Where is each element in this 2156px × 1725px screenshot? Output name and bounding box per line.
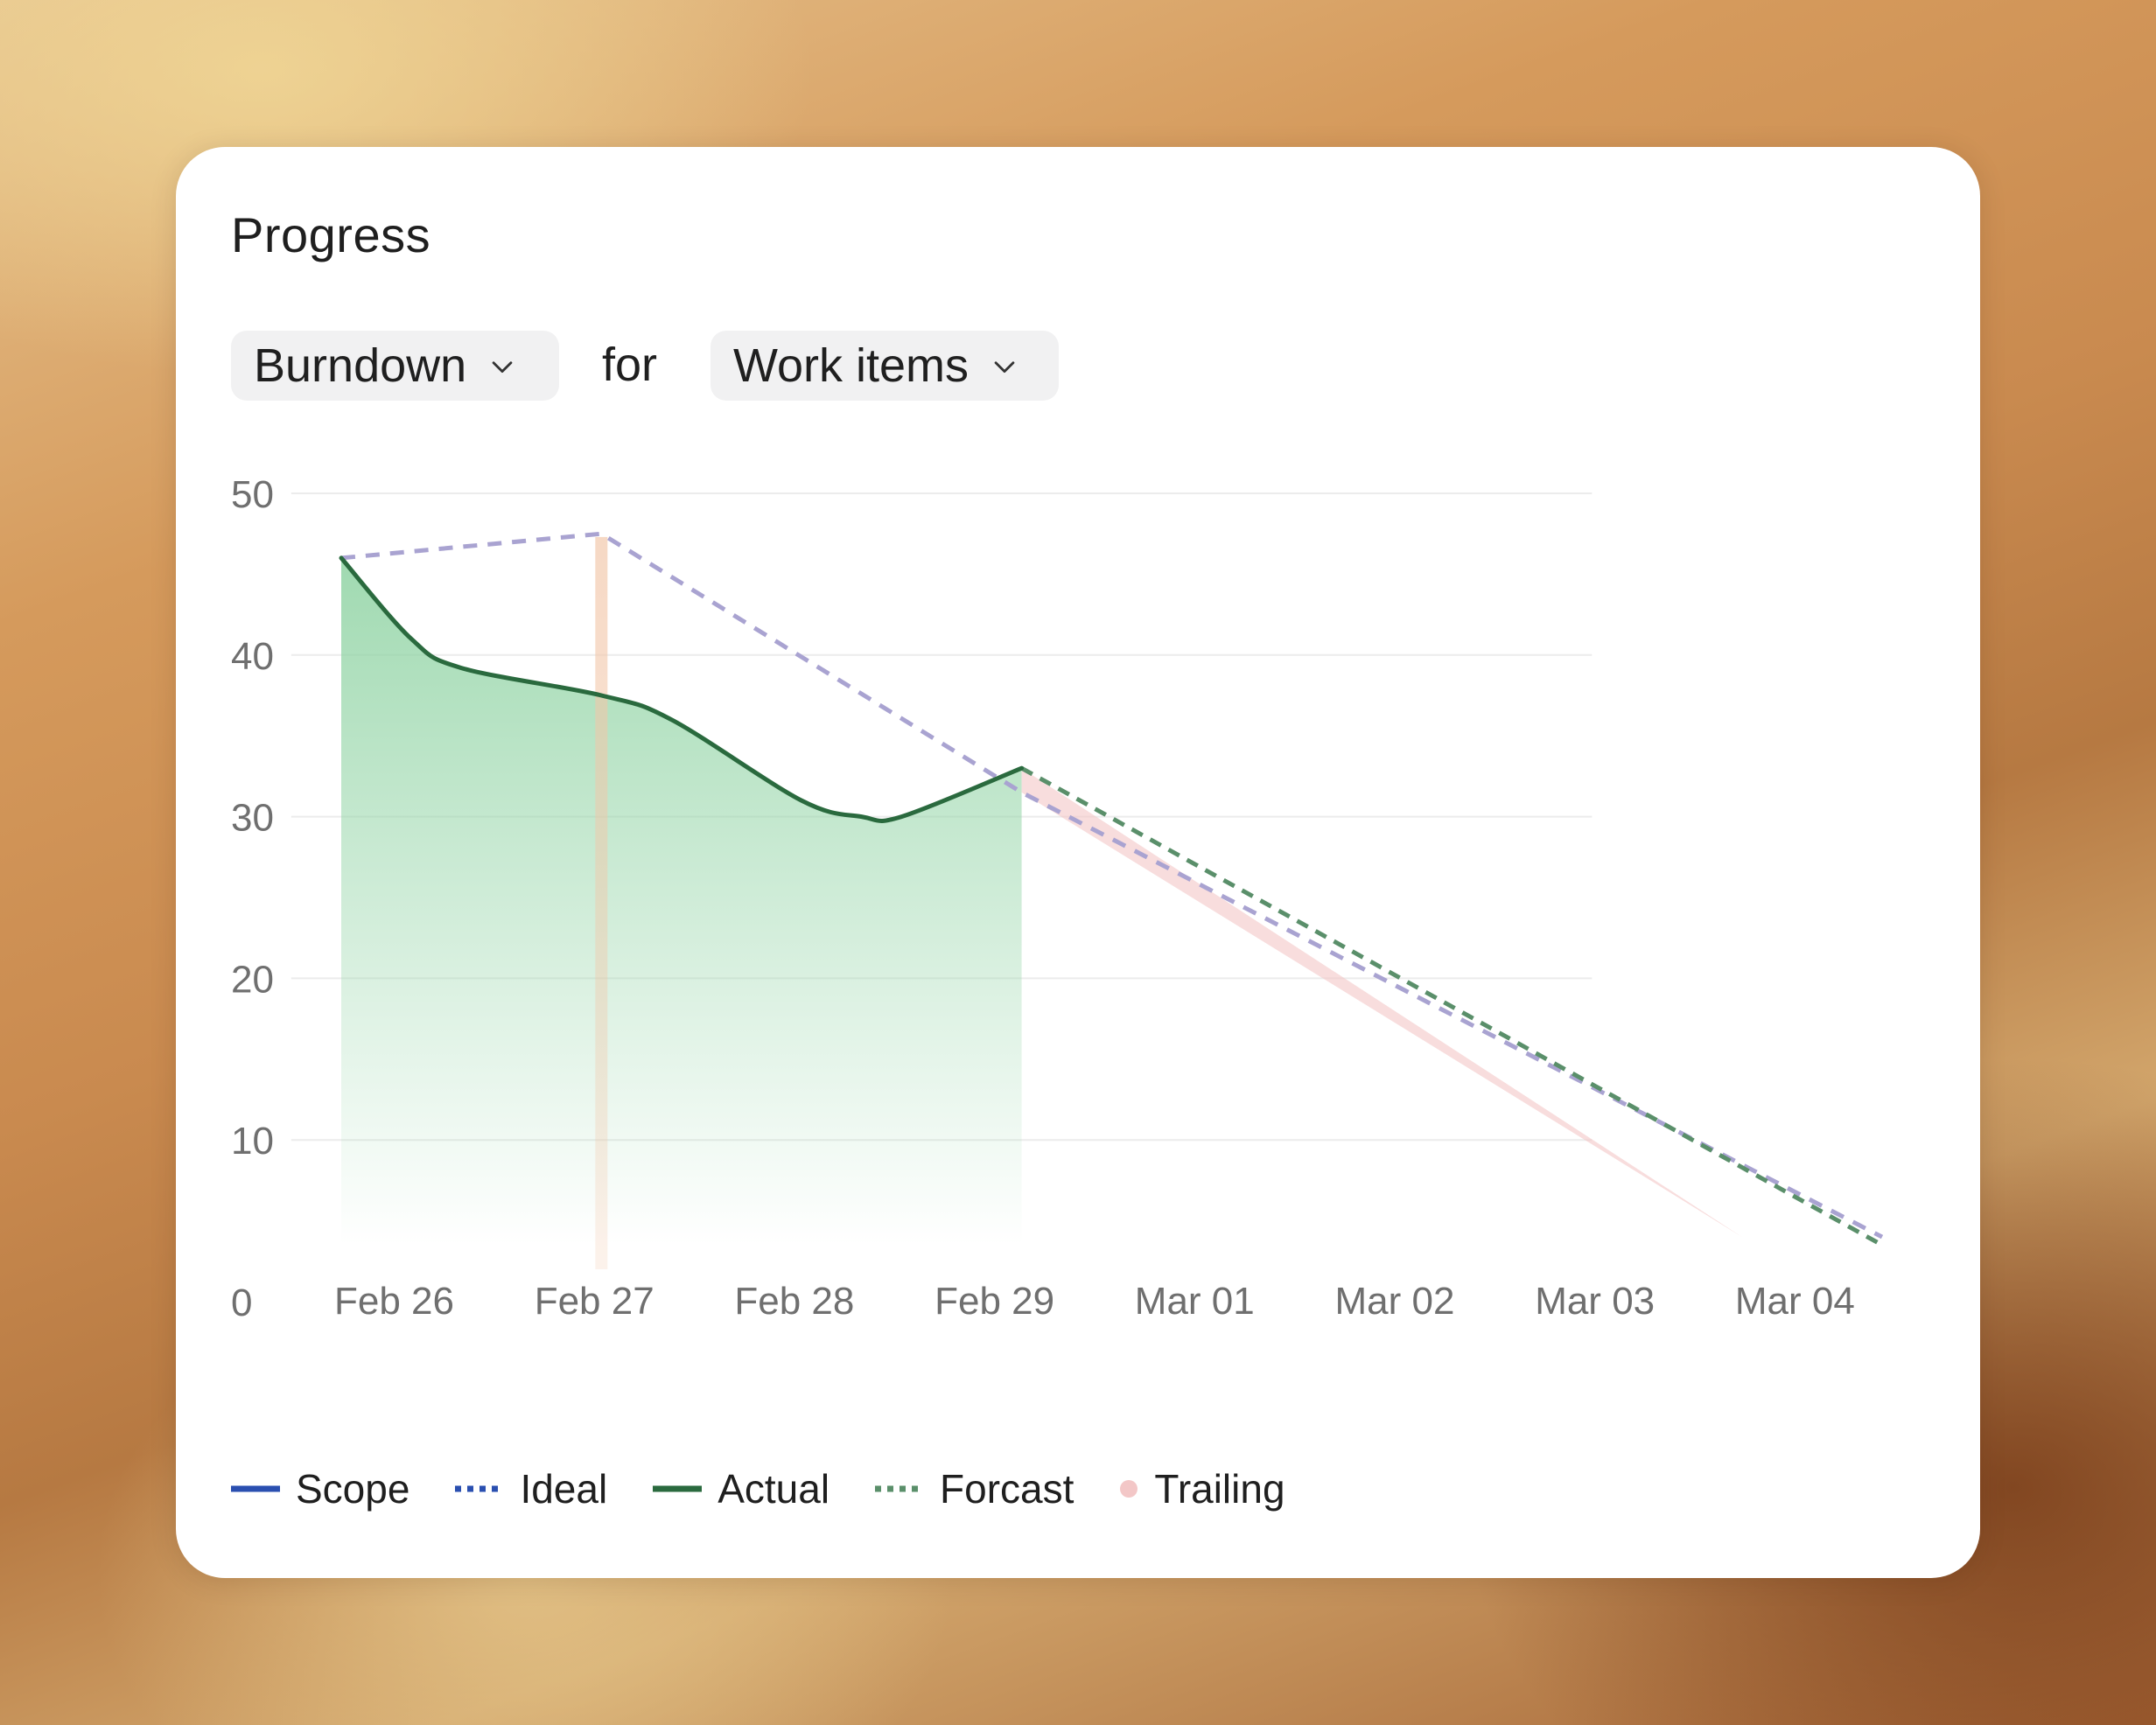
actual-line <box>339 555 1025 823</box>
ideal-line <box>340 531 1884 1240</box>
y-tick-label: 30 <box>231 797 274 840</box>
legend-swatch <box>1120 1480 1138 1498</box>
forecast-line <box>1020 765 1884 1247</box>
legend-item-actual: Actual <box>653 1465 830 1512</box>
legend-item-trailing: Trailing <box>1119 1465 1285 1512</box>
x-tick-label: Mar 01 <box>1135 1280 1255 1323</box>
x-tick-label: Feb 29 <box>934 1280 1054 1323</box>
actual-area <box>341 557 1022 1246</box>
x-tick-label: Mar 02 <box>1335 1280 1455 1323</box>
x-tick-label: Feb 27 <box>535 1280 654 1323</box>
chevron-down-icon <box>990 339 1019 393</box>
trailing-band <box>1021 768 1742 1238</box>
legend-swatch <box>231 1485 280 1492</box>
legend-swatch <box>455 1485 505 1492</box>
x-tick-label: Mar 04 <box>1735 1280 1855 1323</box>
y-tick-label: 20 <box>231 958 274 1001</box>
metric-dropdown[interactable]: Burndown <box>231 331 559 401</box>
y-tick-label: 10 <box>231 1120 274 1163</box>
legend-label: Ideal <box>520 1466 608 1512</box>
for-label: for <box>602 339 658 391</box>
x-tick-label: Mar 03 <box>1535 1280 1655 1323</box>
legend-label: Forcast <box>940 1466 1074 1512</box>
legend-swatch <box>875 1485 925 1492</box>
chart-legend: Scope Ideal Actual Forcast Trailing <box>231 1463 1331 1515</box>
metric-dropdown-label: Burndown <box>254 339 467 392</box>
legend-item-ideal: Ideal <box>455 1465 607 1512</box>
x-tick-label: Feb 28 <box>734 1280 854 1323</box>
y-tick-label: 0 <box>231 1282 252 1324</box>
today-marker <box>595 536 608 1270</box>
y-tick-label: 50 <box>231 473 274 516</box>
legend-swatch <box>653 1485 703 1492</box>
legend-label: Actual <box>718 1466 830 1512</box>
legend-label: Trailing <box>1154 1466 1285 1512</box>
scope-dropdown[interactable]: Work items <box>710 331 1059 401</box>
x-tick-label: Feb 26 <box>334 1280 454 1323</box>
chevron-down-icon <box>487 339 517 393</box>
y-tick-label: 40 <box>231 635 274 678</box>
legend-item-scope: Scope <box>231 1465 410 1512</box>
scope-dropdown-label: Work items <box>733 339 970 392</box>
legend-item-forcast: Forcast <box>875 1465 1074 1512</box>
card-title: Progress <box>231 207 431 262</box>
legend-label: Scope <box>296 1466 410 1512</box>
